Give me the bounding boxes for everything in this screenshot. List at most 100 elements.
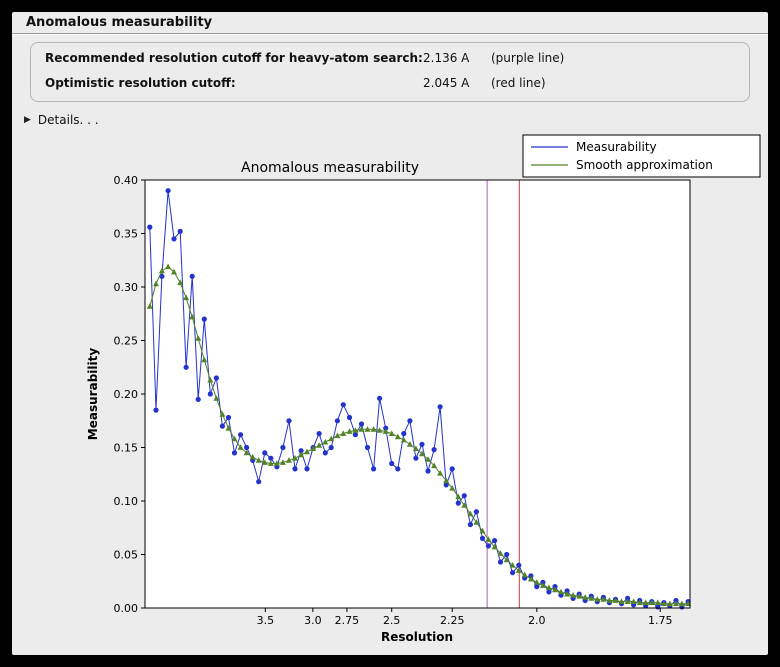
data-point-circle <box>292 466 298 472</box>
data-point-circle <box>256 479 262 485</box>
data-point-circle <box>510 570 516 576</box>
data-point-triangle <box>558 588 564 595</box>
x-tick-label: 2.75 <box>335 614 360 627</box>
data-point-triangle <box>654 599 661 605</box>
data-point-triangle <box>449 485 456 491</box>
data-point-circle <box>383 425 389 431</box>
recommended-cutoff-label: Recommended resolution cutoff for heavy-… <box>45 51 423 65</box>
resolution-cutoff-panel: Recommended resolution cutoff for heavy-… <box>30 42 750 102</box>
data-point-circle <box>268 455 274 461</box>
chart-title: Anomalous measurability <box>241 160 419 176</box>
data-point-triangle <box>509 562 516 568</box>
data-point-triangle <box>600 596 607 602</box>
data-point-triangle <box>298 451 305 458</box>
data-point-triangle <box>467 510 474 517</box>
legend-box <box>522 134 761 178</box>
data-point-triangle <box>533 579 540 585</box>
legend-measurability-label: Measurability <box>576 140 657 154</box>
data-point-triangle <box>497 550 504 556</box>
y-axis-ticks: 0.00 0.05 0.10 0.15 0.20 0.25 0.30 0.35 0.40 <box>114 174 145 615</box>
chart-legend: Measurability Smooth approximation <box>522 134 761 178</box>
data-point-circle <box>183 364 189 370</box>
data-point-circle <box>316 431 322 437</box>
data-point-triangle <box>146 303 153 309</box>
data-point-circle <box>322 450 328 456</box>
data-point-triangle <box>158 267 165 274</box>
data-point-circle <box>225 414 232 421</box>
data-point-triangle <box>388 430 395 436</box>
y-tick-label: 0.40 <box>114 174 139 187</box>
data-point-circle <box>286 418 292 424</box>
data-point-triangle <box>201 356 208 363</box>
y-tick-label: 0.35 <box>114 228 139 241</box>
data-point-circle <box>195 396 201 402</box>
data-point-triangle <box>636 599 643 605</box>
data-point-triangle <box>292 455 298 461</box>
data-point-triangle <box>219 411 226 417</box>
data-point-triangle <box>340 430 347 436</box>
plot-area <box>145 180 690 608</box>
data-point-triangle <box>213 395 220 401</box>
data-point-circle <box>655 604 661 610</box>
data-point-circle <box>334 418 340 424</box>
data-point-triangle <box>588 595 595 601</box>
data-point-triangle <box>304 448 310 455</box>
data-point-circle <box>207 391 213 397</box>
data-point-triangle <box>564 590 571 597</box>
details-expander[interactable]: ▶ Details. . . <box>24 112 99 128</box>
optimistic-cutoff-note: (red line) <box>491 76 546 90</box>
data-point-circle <box>473 509 479 515</box>
data-point-circle <box>328 444 334 451</box>
data-point-circle <box>153 407 159 413</box>
data-point-circle <box>298 448 304 454</box>
recommended-cutoff-note: (purple line) <box>491 51 565 65</box>
data-point-triangle <box>479 527 486 534</box>
data-point-triangle <box>539 582 546 588</box>
data-point-triangle <box>503 556 510 563</box>
data-point-circle <box>364 444 371 451</box>
data-point-triangle <box>455 493 462 500</box>
data-point-circle <box>492 538 498 544</box>
y-tick-label: 0.05 <box>114 549 139 562</box>
data-point-triangle <box>334 432 341 439</box>
data-point-triangle <box>352 427 359 433</box>
data-point-triangle <box>249 453 256 460</box>
data-point-triangle <box>527 575 534 582</box>
y-axis-label: Measurability <box>86 348 100 441</box>
data-point-triangle <box>394 433 401 440</box>
series-1 <box>146 263 692 607</box>
data-point-circle <box>189 273 195 279</box>
plot-layer: 0.000.050.100.150.200.250.300.350.403.5 3… <box>114 174 692 627</box>
data-point-triangle <box>358 426 365 432</box>
data-point-circle <box>377 395 383 401</box>
y-tick-label: 0.15 <box>114 442 139 455</box>
disclosure-triangle-icon[interactable]: ▶ <box>24 114 31 125</box>
data-point-circle <box>244 444 250 451</box>
data-point-triangle <box>376 427 383 433</box>
data-point-triangle <box>153 280 159 287</box>
legend-smooth-label: Smooth approximation <box>576 158 713 172</box>
data-point-triangle <box>267 460 274 466</box>
data-point-triangle <box>286 457 292 463</box>
data-point-triangle <box>461 502 468 508</box>
data-point-circle <box>219 423 225 429</box>
data-point-circle <box>534 584 540 590</box>
measurability-chart: 0.000.050.100.150.200.250.300.350.403.5 3… <box>86 134 761 644</box>
data-point-triangle <box>678 600 685 607</box>
data-point-triangle <box>183 294 190 301</box>
data-point-circle <box>238 432 244 438</box>
x-tick-label: 2.0 <box>528 614 546 627</box>
data-point-triangle <box>207 376 214 383</box>
data-point-triangle <box>316 442 323 448</box>
data-point-circle <box>443 482 449 488</box>
data-point-triangle <box>515 567 522 573</box>
data-point-triangle <box>237 444 244 450</box>
x-tick-label: 1.75 <box>648 614 673 627</box>
data-point-triangle <box>545 584 552 591</box>
recommended-cutoff-value: 2.136 A <box>423 51 470 65</box>
data-point-triangle <box>630 598 637 604</box>
data-point-triangle <box>255 457 262 463</box>
recommended-cutoff-row: Recommended resolution cutoff for heavy-… <box>31 51 749 67</box>
data-point-triangle <box>322 438 329 445</box>
